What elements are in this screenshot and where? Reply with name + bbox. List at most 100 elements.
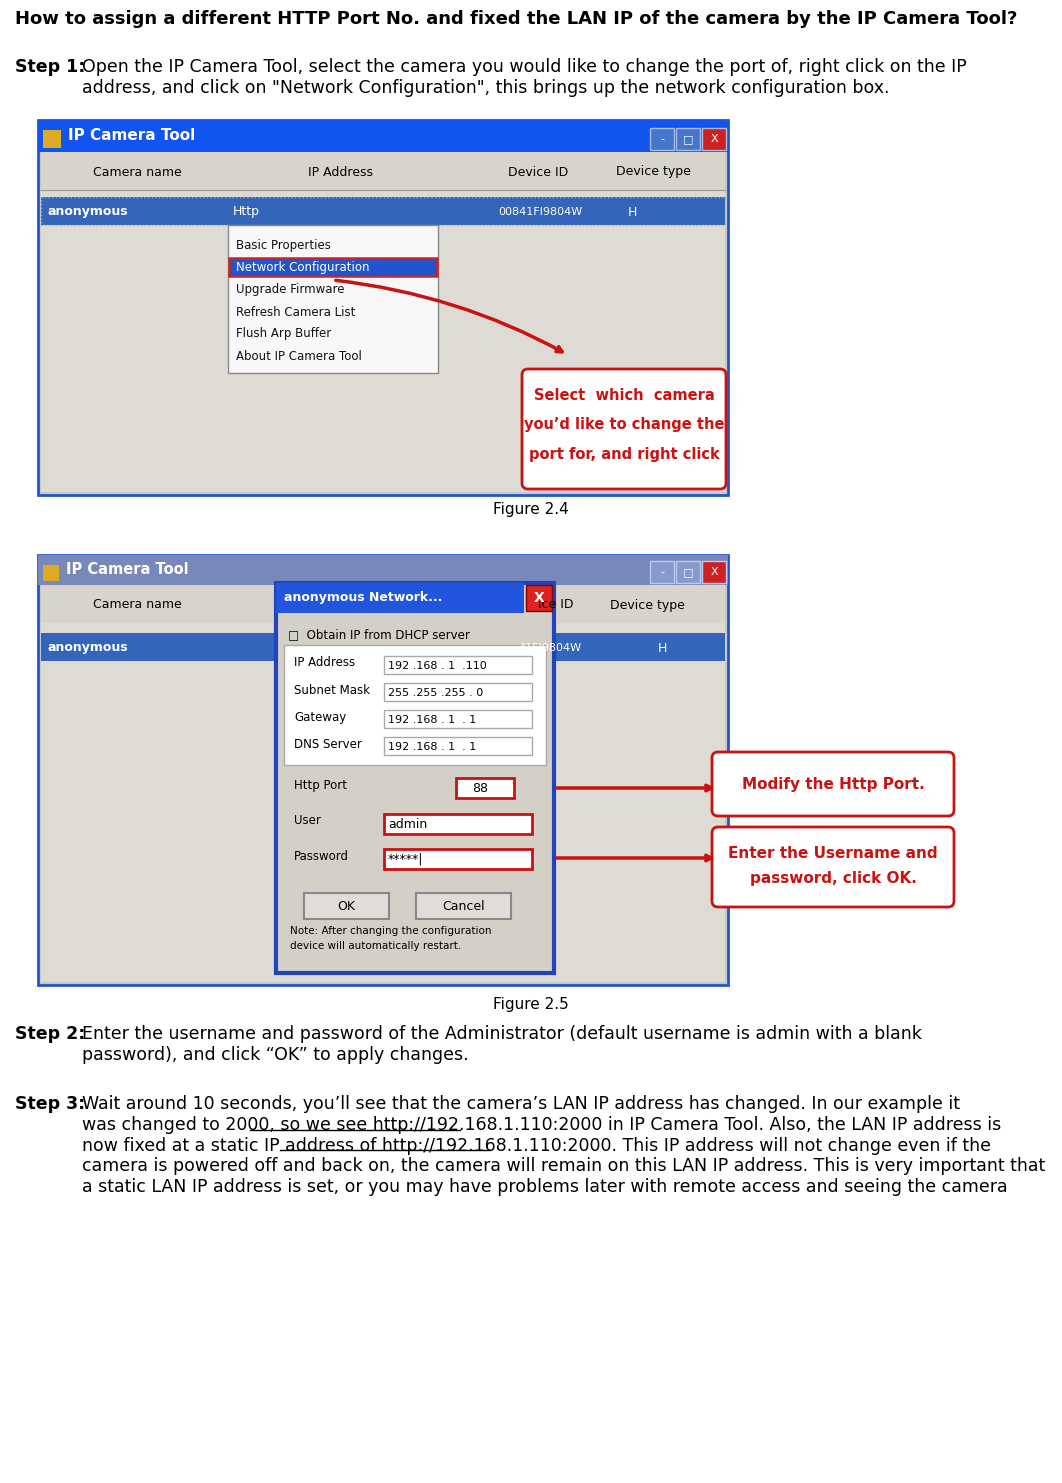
- FancyBboxPatch shape: [38, 555, 727, 584]
- FancyBboxPatch shape: [42, 131, 61, 148]
- FancyBboxPatch shape: [456, 779, 514, 798]
- FancyBboxPatch shape: [702, 128, 726, 150]
- FancyBboxPatch shape: [229, 258, 436, 276]
- FancyBboxPatch shape: [650, 128, 674, 150]
- Text: admin: admin: [388, 817, 427, 830]
- Text: Wait around 10 seconds, you’ll see that the camera’s LAN IP address has changed.: Wait around 10 seconds, you’ll see that …: [82, 1094, 1045, 1197]
- FancyBboxPatch shape: [276, 583, 554, 973]
- Text: Camera name: Camera name: [93, 599, 182, 611]
- FancyBboxPatch shape: [38, 555, 727, 985]
- Text: How to assign a different HTTP Port No. and fixed the LAN IP of the camera by th: How to assign a different HTTP Port No. …: [15, 10, 1017, 28]
- FancyBboxPatch shape: [41, 151, 725, 190]
- Text: □: □: [683, 567, 693, 577]
- FancyBboxPatch shape: [384, 655, 532, 673]
- Text: Gateway: Gateway: [294, 710, 346, 724]
- FancyBboxPatch shape: [384, 814, 532, 833]
- Text: anonymous: anonymous: [48, 642, 129, 654]
- Text: Device ID: Device ID: [508, 166, 568, 178]
- Text: Network Configuration: Network Configuration: [236, 261, 370, 274]
- FancyBboxPatch shape: [384, 848, 532, 869]
- Text: Enter the Username and: Enter the Username and: [729, 845, 938, 860]
- Text: X: X: [710, 133, 718, 144]
- Text: About IP Camera Tool: About IP Camera Tool: [236, 350, 362, 362]
- Text: ice ID: ice ID: [538, 599, 573, 611]
- Text: 192 .168 . 1  .110: 192 .168 . 1 .110: [388, 661, 486, 670]
- Text: 88: 88: [472, 782, 489, 795]
- FancyBboxPatch shape: [38, 120, 727, 151]
- Text: -: -: [660, 567, 664, 577]
- Text: IP Camera Tool: IP Camera Tool: [68, 129, 195, 144]
- Text: IP Address: IP Address: [294, 657, 355, 669]
- FancyBboxPatch shape: [41, 584, 725, 623]
- FancyBboxPatch shape: [702, 561, 726, 583]
- Text: Refresh Camera List: Refresh Camera List: [236, 305, 356, 319]
- FancyBboxPatch shape: [523, 369, 726, 489]
- Text: Http Port: Http Port: [294, 780, 347, 792]
- Text: Cancel: Cancel: [443, 900, 485, 912]
- Text: □  Obtain IP from DHCP server: □ Obtain IP from DHCP server: [288, 629, 469, 642]
- FancyBboxPatch shape: [304, 893, 389, 919]
- Text: 192 .168 . 1  . 1: 192 .168 . 1 . 1: [388, 742, 476, 752]
- Text: anonymous: anonymous: [48, 206, 129, 218]
- Text: H: H: [628, 206, 637, 218]
- Text: device will automatically restart.: device will automatically restart.: [290, 942, 461, 951]
- Text: Step 1:: Step 1:: [15, 58, 85, 76]
- Text: Figure 2.4: Figure 2.4: [493, 503, 569, 518]
- Text: IP Address: IP Address: [308, 166, 373, 178]
- FancyBboxPatch shape: [41, 584, 725, 982]
- Text: 00841FI9804W: 00841FI9804W: [498, 208, 582, 217]
- FancyBboxPatch shape: [676, 128, 700, 150]
- Text: -: -: [660, 133, 664, 144]
- Text: Modify the Http Port.: Modify the Http Port.: [741, 777, 924, 792]
- FancyBboxPatch shape: [384, 710, 532, 728]
- FancyBboxPatch shape: [38, 120, 727, 495]
- FancyBboxPatch shape: [41, 633, 276, 661]
- Text: Device type: Device type: [610, 599, 685, 611]
- FancyBboxPatch shape: [284, 645, 546, 765]
- Text: Http: Http: [233, 206, 260, 218]
- FancyBboxPatch shape: [416, 893, 511, 919]
- Text: X: X: [533, 592, 545, 605]
- Text: you’d like to change the: you’d like to change the: [524, 418, 724, 433]
- FancyBboxPatch shape: [712, 828, 954, 908]
- Text: X: X: [710, 567, 718, 577]
- Text: H: H: [658, 642, 667, 654]
- Text: Enter the username and password of the Administrator (default username is admin : Enter the username and password of the A…: [82, 1025, 922, 1063]
- Text: Subnet Mask: Subnet Mask: [294, 684, 370, 697]
- FancyBboxPatch shape: [42, 565, 59, 581]
- FancyBboxPatch shape: [526, 584, 552, 611]
- Text: Note: After changing the configuration: Note: After changing the configuration: [290, 925, 492, 936]
- Text: Open the IP Camera Tool, select the camera you would like to change the port of,: Open the IP Camera Tool, select the came…: [82, 58, 966, 96]
- FancyBboxPatch shape: [513, 633, 725, 661]
- Text: 41FI9804W: 41FI9804W: [518, 644, 581, 653]
- FancyBboxPatch shape: [650, 561, 674, 583]
- Text: Figure 2.5: Figure 2.5: [493, 997, 569, 1011]
- Text: User: User: [294, 814, 321, 828]
- Text: 255 .255 .255 . 0: 255 .255 .255 . 0: [388, 688, 483, 698]
- FancyBboxPatch shape: [228, 225, 438, 374]
- Text: IP Camera Tool: IP Camera Tool: [66, 562, 189, 577]
- Text: □: □: [683, 133, 693, 144]
- FancyBboxPatch shape: [41, 197, 725, 225]
- FancyBboxPatch shape: [276, 583, 524, 612]
- Text: Upgrade Firmware: Upgrade Firmware: [236, 283, 344, 297]
- Text: *****|: *****|: [388, 853, 424, 866]
- FancyBboxPatch shape: [676, 561, 700, 583]
- Text: OK: OK: [337, 900, 355, 912]
- Text: Device type: Device type: [616, 166, 691, 178]
- FancyBboxPatch shape: [384, 684, 532, 701]
- Text: 192 .168 . 1  . 1: 192 .168 . 1 . 1: [388, 715, 476, 725]
- Text: Step 2:: Step 2:: [15, 1025, 85, 1043]
- Text: Camera name: Camera name: [93, 166, 182, 178]
- FancyBboxPatch shape: [384, 737, 532, 755]
- FancyBboxPatch shape: [41, 151, 725, 492]
- Text: Flush Arp Buffer: Flush Arp Buffer: [236, 328, 331, 341]
- Text: Step 3:: Step 3:: [15, 1094, 85, 1114]
- Text: Select  which  camera: Select which camera: [533, 387, 715, 402]
- FancyBboxPatch shape: [712, 752, 954, 816]
- Text: port for, and right click: port for, and right click: [529, 448, 719, 463]
- Text: Basic Properties: Basic Properties: [236, 239, 331, 252]
- Text: anonymous Network...: anonymous Network...: [284, 592, 443, 605]
- Text: password, click OK.: password, click OK.: [750, 872, 917, 887]
- Text: Password: Password: [294, 850, 349, 863]
